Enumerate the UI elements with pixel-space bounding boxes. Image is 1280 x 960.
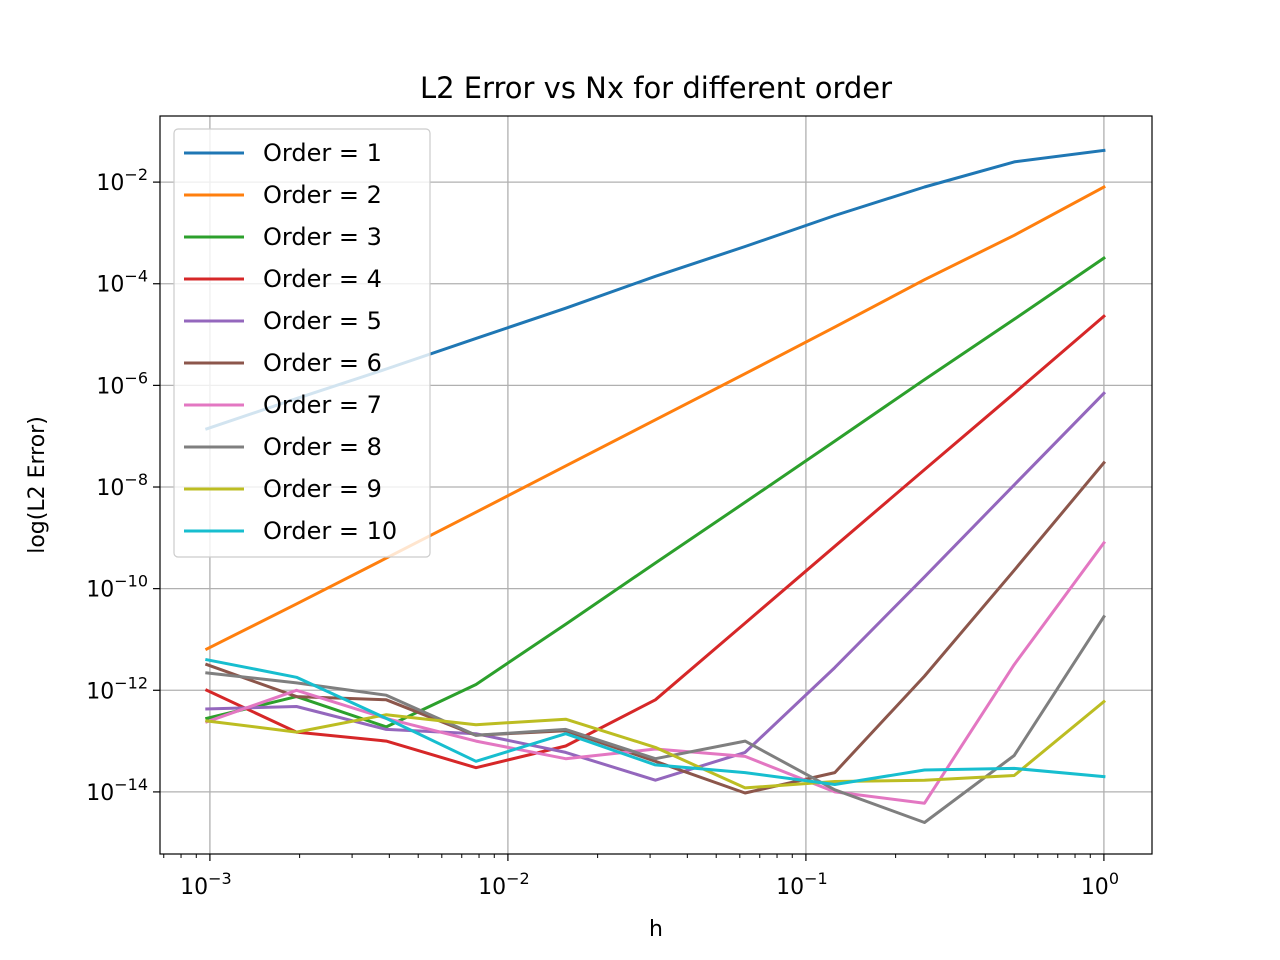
y-tick-label: 10−14 [86,775,148,806]
legend-label: Order = 10 [263,517,397,545]
y-axis-label: log(L2 Error) [25,416,50,554]
y-tick-label: 10−8 [96,470,148,501]
plot-frame [159,115,1153,855]
chart-title: L2 Error vs Nx for different order [420,71,892,105]
x-tick-label: 10−3 [180,869,232,900]
series-line-order-8 [205,614,1106,824]
series-line-order-4 [204,314,1107,770]
legend-label: Order = 8 [263,433,382,461]
series-line-order-9 [205,699,1107,790]
legend-label: Order = 6 [263,349,382,377]
legend-label: Order = 3 [263,223,382,251]
y-tick-label: 10−4 [96,267,148,298]
legend-label: Order = 1 [263,139,382,167]
x-tick-label: 10−2 [478,869,530,900]
y-tick-label: 10−2 [96,165,148,196]
legend-label: Order = 5 [263,307,382,335]
x-tick-label: 100 [1081,869,1119,900]
series-line-order-3 [204,256,1106,729]
x-axis-label: h [649,917,663,942]
legend-label: Order = 9 [263,475,382,503]
series-line-order-6 [204,460,1107,795]
series-line-order-2 [204,184,1106,652]
y-axis: 10−2 10−4 10−6 10−8 10−10 10−12 10−14 [86,165,160,806]
y-tick-label: 10−12 [86,673,148,704]
legend-label: Order = 2 [263,181,382,209]
y-tick-label: 10−10 [86,572,148,603]
legend: Order = 1 Order = 2 Order = 3 Order = 4 Orde… [173,128,431,558]
legend-label: Order = 4 [263,265,382,293]
legend-label: Order = 7 [263,391,382,419]
y-tick-label: 10−6 [96,368,148,399]
x-tick-label: 10−1 [776,869,828,900]
x-axis: 10−3 10−2 10−1 100 [163,854,1119,900]
series-line-order-10 [205,657,1106,786]
